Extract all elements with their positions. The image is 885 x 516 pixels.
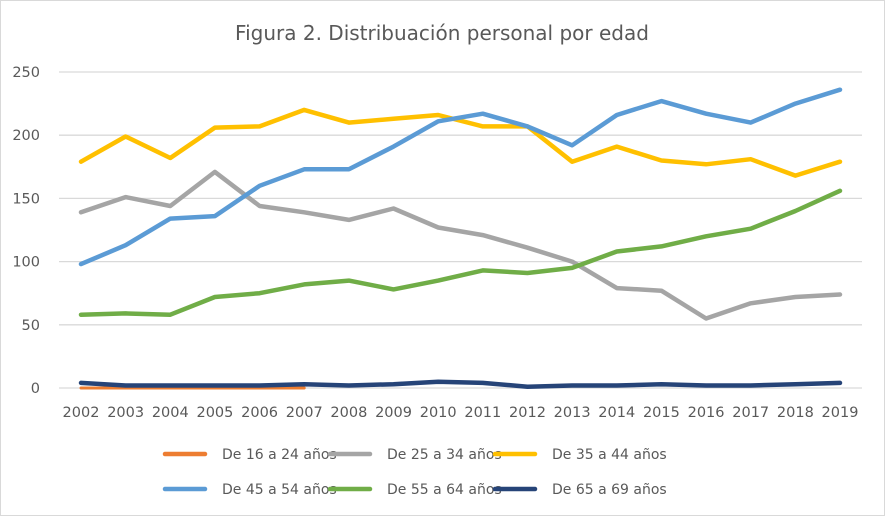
legend-label: De 45 a 54 años [222, 482, 337, 498]
legend-label: De 65 a 69 años [552, 482, 667, 498]
x-tick-label: 2003 [107, 405, 144, 421]
legend: De 16 a 24 años De 25 a 34 años De 35 a 44… [162, 447, 667, 498]
x-tick-label: 2012 [509, 405, 546, 421]
x-tick-label: 2006 [241, 405, 278, 421]
series-lines [78, 87, 843, 390]
series-line-de-35-a-44-anos [78, 107, 843, 178]
chart-title: Figura 2. Distribuación personal por eda… [235, 21, 649, 45]
series-line-de-55-a-64-anos [78, 188, 843, 317]
legend-item: De 25 a 34 años [327, 447, 502, 463]
x-tick-label: 2019 [822, 405, 859, 421]
x-tick-label: 2013 [554, 405, 591, 421]
x-tick-label: 2007 [286, 405, 323, 421]
x-tick-label: 2017 [732, 405, 769, 421]
y-tick-label: 150 [12, 191, 40, 207]
x-tick-label: 2010 [420, 405, 457, 421]
legend-item: De 55 a 64 años [327, 482, 502, 498]
legend-item: De 65 a 69 años [492, 482, 667, 498]
x-tick-label: 2014 [598, 405, 635, 421]
legend-item: De 45 a 54 años [162, 482, 337, 498]
x-tick-label: 2002 [63, 405, 100, 421]
y-tick-label: 200 [12, 128, 40, 144]
y-axis-ticks: 0 50 100 150 200 250 [12, 65, 40, 397]
legend-label: De 25 a 34 años [387, 447, 502, 463]
y-tick-label: 50 [22, 318, 40, 334]
x-tick-label: 2011 [464, 405, 501, 421]
legend-item: De 35 a 44 años [492, 447, 667, 463]
x-axis-ticks: 2002 2003 2004 2005 2006 2007 2008 2009 2010 2011… [63, 405, 859, 421]
y-tick-label: 100 [12, 255, 40, 271]
legend-label: De 55 a 64 años [387, 482, 502, 498]
x-tick-label: 2005 [196, 405, 233, 421]
series-line-de-45-a-54-anos [78, 87, 843, 267]
y-tick-label: 250 [12, 65, 40, 81]
x-tick-label: 2009 [375, 405, 412, 421]
series-line-de-65-a-69-anos [78, 379, 843, 389]
legend-item: De 16 a 24 años [162, 447, 337, 463]
x-tick-label: 2015 [643, 405, 680, 421]
x-tick-label: 2016 [688, 405, 725, 421]
x-tick-label: 2008 [330, 405, 367, 421]
legend-label: De 35 a 44 años [552, 447, 667, 463]
series-line-de-25-a-34-anos [78, 169, 843, 321]
x-tick-label: 2004 [152, 405, 189, 421]
x-tick-label: 2018 [777, 405, 814, 421]
y-tick-label: 0 [31, 381, 40, 397]
legend-label: De 16 a 24 años [222, 447, 337, 463]
